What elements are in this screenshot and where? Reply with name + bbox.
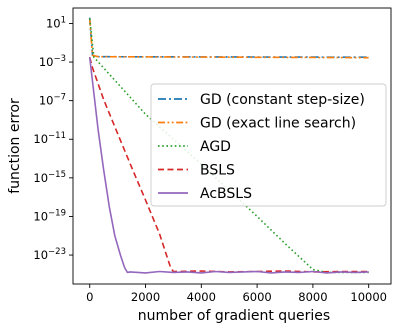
x-tick-label: 2000 xyxy=(131,290,160,304)
series-line-5 xyxy=(88,57,369,274)
y-tick-label: 10−15 xyxy=(33,170,66,185)
legend-label: AcBSLS xyxy=(200,186,252,202)
y-tick-label: 10−7 xyxy=(39,93,66,108)
y-tick-label: 10−19 xyxy=(33,208,66,223)
legend-box xyxy=(150,83,387,207)
x-axis-label: number of gradient queries xyxy=(138,308,330,324)
x-tick-label: 8000 xyxy=(298,290,327,304)
x-axis-ticks: 0 2000 4000 6000 8000 10000 xyxy=(86,284,387,304)
y-tick-label: 10−23 xyxy=(33,247,66,262)
x-tick-label: 0 xyxy=(86,290,93,304)
series-line-3 xyxy=(88,18,369,274)
y-axis-ticks: 101 10−3 10−7 10−11 10−15 10−19 10−23 xyxy=(33,15,73,262)
legend-entries: GD (constant step-size) GD (exact line se… xyxy=(158,92,365,202)
legend-label: AGD xyxy=(200,139,231,155)
series-line-4 xyxy=(88,56,369,273)
x-tick-label: 6000 xyxy=(242,290,271,304)
y-tick-label: 10−3 xyxy=(39,54,66,69)
y-axis-label: function error xyxy=(7,98,23,194)
x-tick-label: 10000 xyxy=(350,290,387,304)
legend-label: GD (constant step-size) xyxy=(200,92,365,108)
y-tick-label: 10−11 xyxy=(33,131,66,146)
legend-label: GD (exact line search) xyxy=(200,116,356,132)
plot-frame xyxy=(72,7,392,285)
y-tick-label: 101 xyxy=(46,15,66,30)
series-layer xyxy=(88,17,369,274)
legend-label: BSLS xyxy=(200,163,235,179)
x-tick-label: 4000 xyxy=(187,290,216,304)
legend: GD (constant step-size) GD (exact line se… xyxy=(150,83,387,207)
